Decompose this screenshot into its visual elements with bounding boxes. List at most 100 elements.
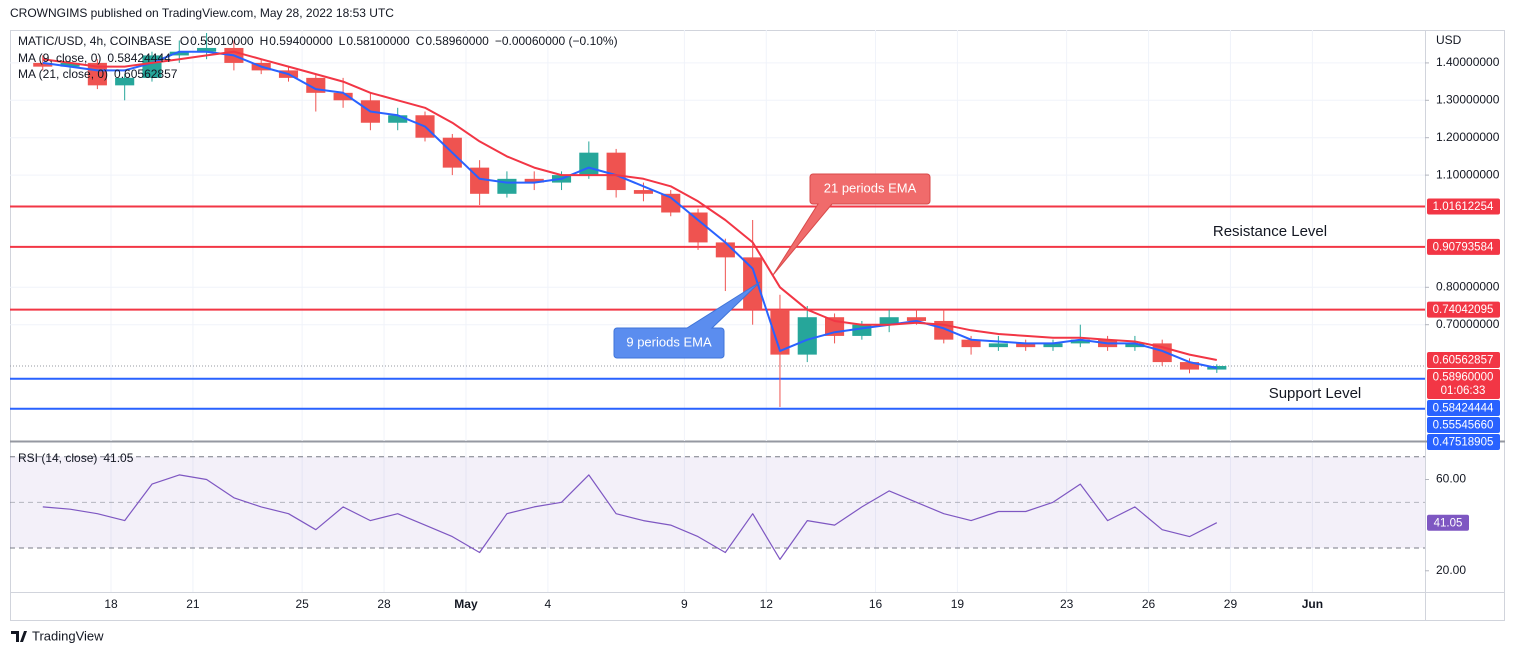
series-line: [42, 50, 1218, 369]
x-tick-label: 29: [1224, 597, 1238, 611]
candle-body: [333, 92, 353, 101]
x-tick-label: 25: [295, 597, 309, 611]
legend-value: 0.59400000: [269, 34, 333, 48]
x-tick-label: May: [454, 597, 478, 611]
series-line: [42, 474, 1218, 560]
legend-value: 0.59010000: [190, 34, 254, 48]
y-tick-label: 1.20000000: [1436, 130, 1500, 144]
x-tick-label: 28: [377, 597, 391, 611]
candle-body: [797, 317, 817, 355]
price-tag: [1427, 514, 1469, 531]
y-tick-label: 0.80000000: [1436, 279, 1500, 293]
candle-body: [1043, 343, 1063, 348]
x-tick-label: 4: [545, 597, 552, 611]
price-tag: [1427, 351, 1500, 368]
level-label: Resistance Level: [1213, 223, 1327, 240]
legend-value: 0.60562857: [114, 67, 178, 81]
legend-value: 0.58960000: [425, 34, 489, 48]
callout-text: 9 periods EMA: [626, 334, 712, 349]
logo-mark: [11, 631, 27, 642]
legend-entry: RSI (14, close): [18, 451, 97, 465]
candle-body: [688, 212, 708, 243]
legend-key: O: [180, 34, 189, 48]
legend-value: 0.58424444: [107, 51, 171, 65]
candle-body: [1016, 343, 1036, 348]
x-tick-label: 21: [186, 597, 200, 611]
price-tag-label: 0.58960000: [1433, 372, 1494, 384]
x-tick-label: 23: [1060, 597, 1074, 611]
legend-change: −0.00060000 (−0.10%): [495, 34, 618, 48]
price-tag-label: 0.58424444: [1433, 403, 1494, 415]
tradingview-logo: TradingView: [11, 628, 104, 643]
price-tag-label: 0.55545660: [1433, 420, 1494, 432]
candle-body: [524, 178, 544, 183]
y-tick-label: 20.00: [1436, 563, 1466, 577]
price-tag: [1427, 301, 1500, 318]
price-tag-label: 0.90793584: [1433, 241, 1494, 253]
price-tag: [1427, 416, 1500, 433]
publisher: CROWNGIMS published on TradingView.com, …: [10, 6, 394, 20]
series-line: [42, 50, 1217, 361]
price-tag: [1427, 399, 1500, 416]
candle-body: [388, 115, 408, 123]
x-tick-label: 9: [681, 597, 688, 611]
candle-body: [1179, 362, 1200, 370]
candle-body: [906, 317, 927, 321]
candle-body: [33, 62, 53, 67]
candle-body: [770, 309, 790, 355]
frame: [10, 30, 1505, 621]
price-tag-label: 0.60562857: [1433, 355, 1494, 367]
x-tick-label: 16: [869, 597, 883, 611]
price-tag-label: 1.01612254: [1433, 201, 1494, 213]
currency-label: USD: [1436, 33, 1462, 47]
footer-brand: TradingView: [32, 628, 104, 643]
candle-body: [115, 77, 135, 86]
candle-body: [87, 62, 107, 86]
y-tick-label: 60.00: [1436, 472, 1466, 486]
legend-value: 0.58100000: [346, 34, 410, 48]
candle-body: [661, 193, 681, 213]
level-label: Support Level: [1269, 385, 1362, 402]
legend-key: C: [416, 34, 425, 48]
price-tag-label: 0.47518905: [1433, 437, 1494, 449]
price-tag: [1427, 368, 1500, 399]
legend-key: L: [339, 34, 346, 48]
x-tick-label: 19: [951, 597, 965, 611]
candle-body: [1125, 343, 1145, 348]
callout: [772, 173, 931, 276]
price-tag: [1427, 433, 1500, 450]
legend-key: H: [260, 34, 269, 48]
legend-entry: MA (9, close, 0): [18, 51, 101, 65]
rsi-band-fill: [10, 456, 1425, 548]
x-tick-label: 18: [104, 597, 118, 611]
price-tag: [1427, 198, 1500, 215]
callout: [613, 281, 761, 359]
candle-body: [988, 343, 1008, 348]
candle-body: [197, 47, 217, 52]
countdown: 01:06:33: [1441, 385, 1486, 397]
candle-body: [961, 339, 981, 348]
candle-body: [879, 317, 899, 325]
y-tick-label: 1.10000000: [1436, 167, 1500, 181]
price-tag-label: 41.05: [1434, 517, 1463, 529]
callout-text: 21 periods EMA: [824, 180, 917, 195]
candle-body: [169, 51, 189, 56]
candle-body: [633, 190, 653, 194]
candle-body: [579, 152, 599, 176]
candle-body: [606, 152, 626, 191]
price-tag: [1427, 238, 1500, 255]
legend-entry: MA (21, close, 0): [18, 67, 108, 81]
x-tick-label: 12: [760, 597, 774, 611]
y-tick-label: 1.30000000: [1436, 92, 1500, 106]
candle-body: [1070, 339, 1090, 344]
y-tick-label: 1.40000000: [1436, 55, 1500, 69]
candle-body: [852, 324, 872, 336]
legend-symbol: MATIC/USD, 4h, COINBASE: [18, 34, 172, 48]
legend-value: 41.05: [103, 451, 133, 465]
price-tag-label: 0.74042095: [1433, 304, 1494, 316]
candle-body: [60, 62, 80, 67]
y-tick-label: 0.70000000: [1436, 317, 1500, 331]
